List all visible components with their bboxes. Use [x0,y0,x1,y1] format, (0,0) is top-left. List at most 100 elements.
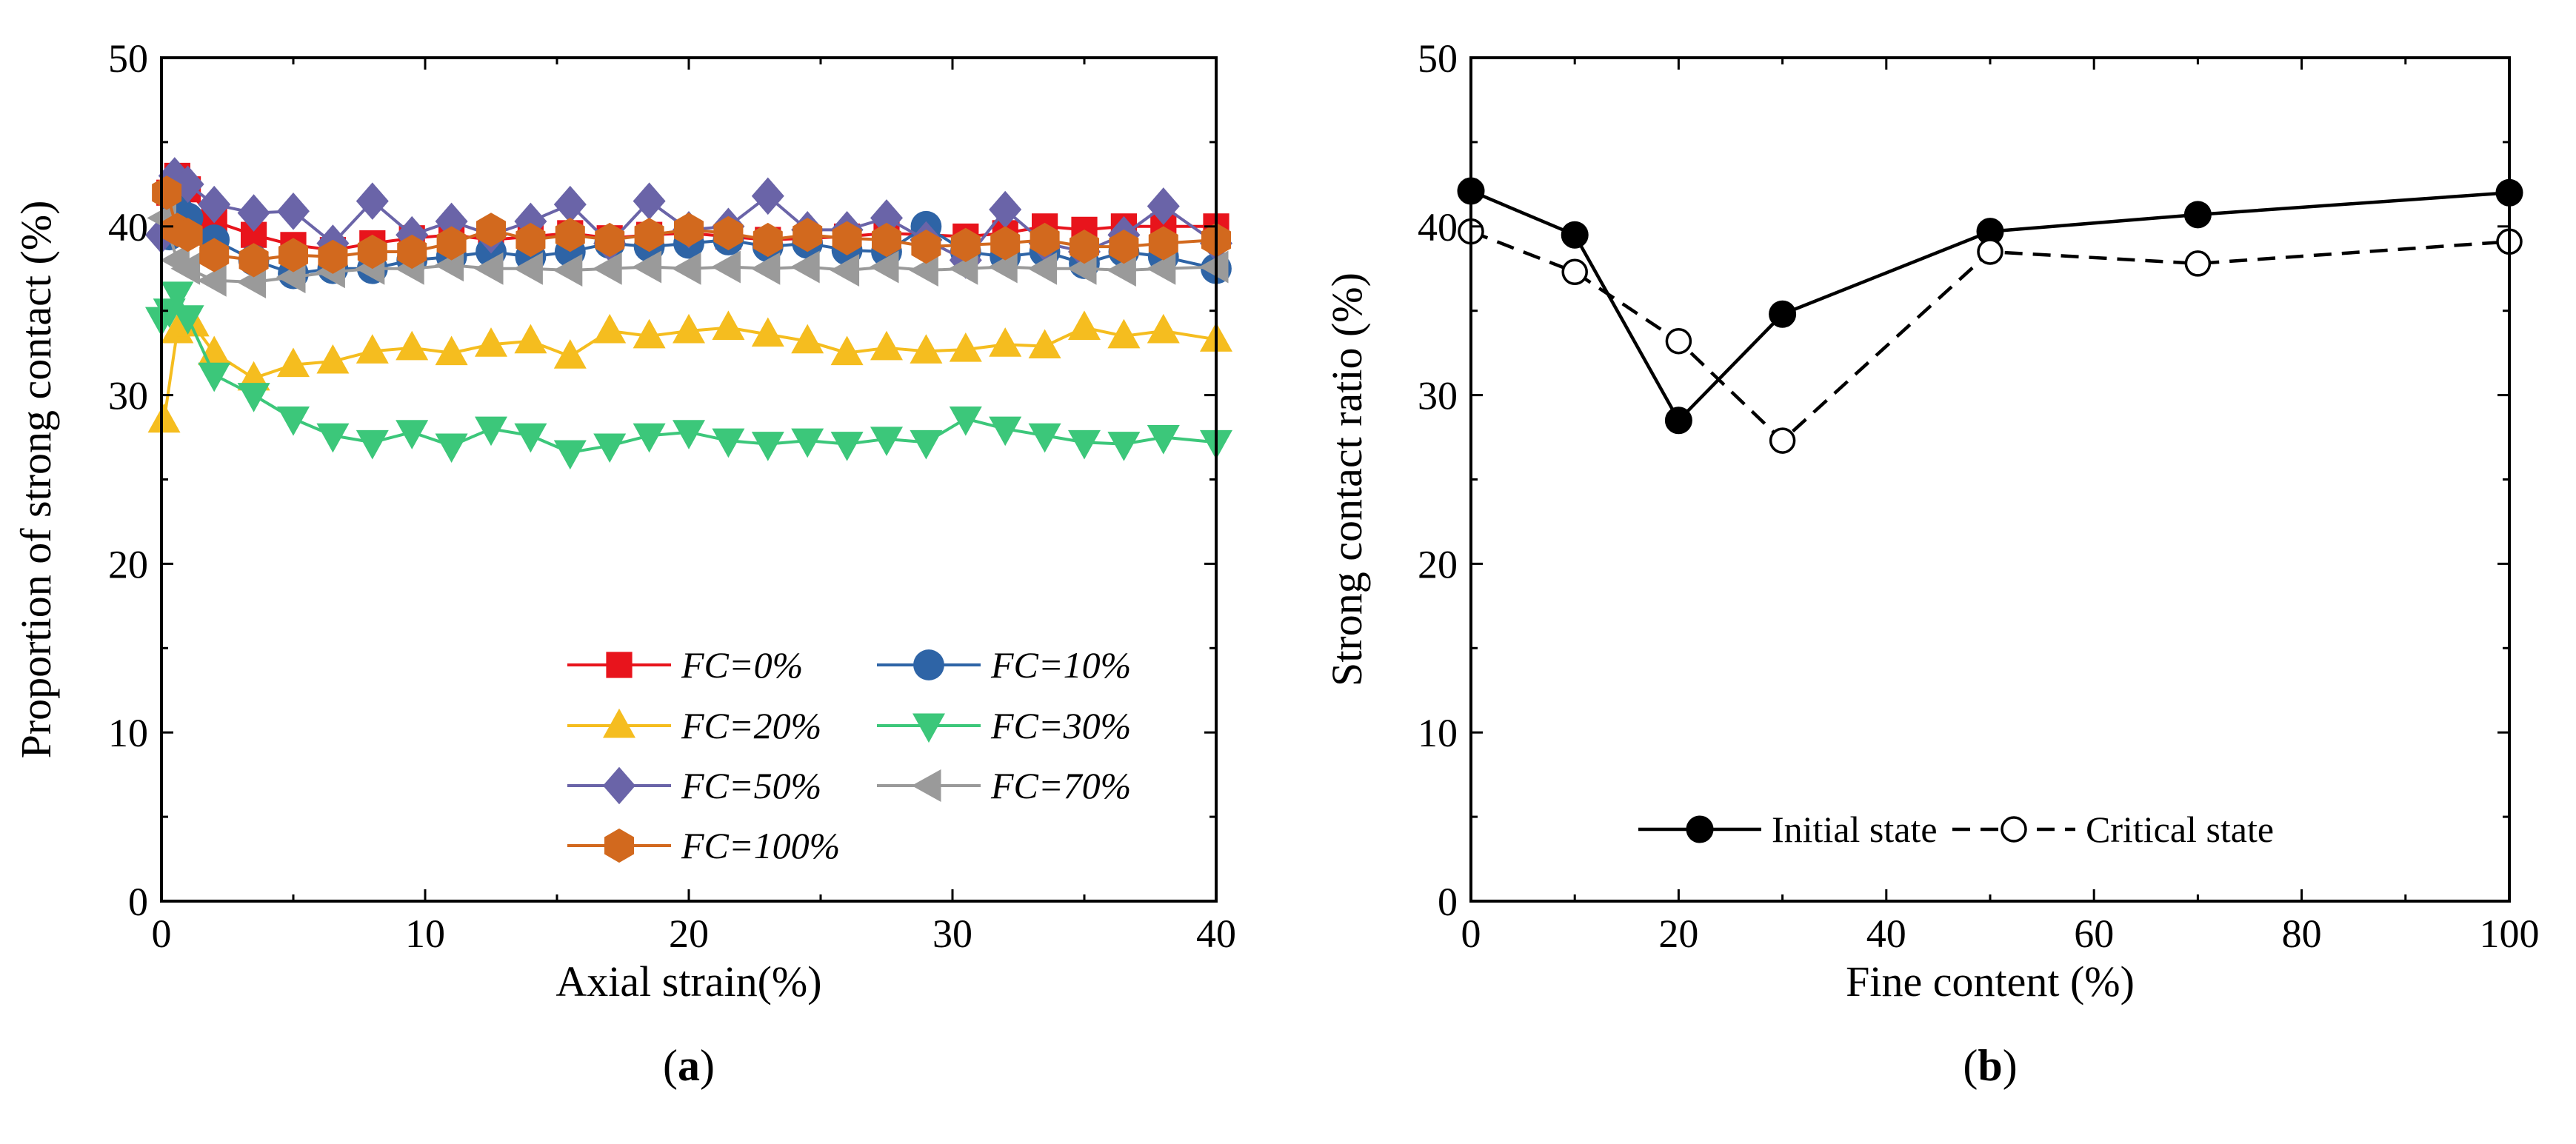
y-tick-label-a: 40 [108,205,148,250]
data-point-fc-70-a [790,250,820,284]
legend-item-fc-10-a: FC=10% [877,644,1131,686]
data-point-fc-100-a [397,234,427,270]
data-point-fc-100-a [278,238,309,272]
data-point-fc-70-a [671,252,701,285]
data-point-fc-20-a [751,317,784,347]
data-point-fc-30-a [712,428,745,458]
x-axis-title-a: Axial strain(%) [555,957,821,1006]
legend-label-fc-100-a: FC=100% [681,825,840,866]
data-point-fc-100-a [1030,222,1060,258]
data-point-critical-state-b [2184,250,2212,277]
data-point-fc-20-a [712,310,745,340]
plot-area-b [1457,177,2523,454]
panel-label-open-paren-a: ( [663,1041,678,1090]
data-point-fc-30-a [435,433,468,464]
data-point-fc-30-a [553,440,587,470]
data-point-fc-100-a [476,213,507,247]
data-point-fc-70-a [473,252,504,285]
data-point-fc-100-a [436,226,467,261]
data-point-fc-70-a [513,252,543,285]
data-point-fc-100-a [1069,230,1100,264]
data-point-fc-20-a [673,313,705,344]
data-point-fc-20-a [633,318,666,349]
data-point-fc-30-a [356,429,389,460]
series-initial-state-b [1457,177,2523,435]
y-tick-label-b: 10 [1418,711,1458,755]
legend-marker-initial-state-b [1686,815,1714,843]
data-point-fc-50-a [356,182,389,220]
data-point-fc-50-a [1147,187,1180,225]
x-tick-label-b: 0 [1461,911,1481,956]
x-tick-label-b: 100 [2480,911,2540,956]
data-point-fc-100-a [990,226,1021,261]
data-point-critical-state-b [1561,258,1588,286]
legend-label-fc-10-a: FC=10% [990,644,1131,686]
data-point-fc-20-a [910,334,943,364]
data-point-fc-30-a [870,427,903,456]
data-point-fc-20-a [593,313,627,344]
data-point-fc-70-a [170,252,201,285]
legend-item-fc-70-a: FC=70% [877,765,1131,806]
series-critical-state-b [1458,218,2523,454]
legend-item-fc-50-a: FC=50% [567,765,821,806]
data-point-fc-100-a [595,222,625,258]
data-point-initial-state-b [1664,407,1692,435]
data-point-fc-100-a [753,222,783,258]
x-tick-label-b: 20 [1658,911,1698,956]
data-point-fc-100-a [634,218,664,252]
legend-marker-fc-100-a [604,828,635,863]
data-point-initial-state-b [1561,221,1589,249]
data-point-fc-50-a [277,192,310,230]
data-point-fc-30-a [593,433,627,464]
data-point-fc-100-a [871,222,902,258]
legend-label-critical-state-b: Critical state [2086,809,2274,850]
panel-label-letter-a: a [678,1041,700,1090]
data-point-fc-70-a [830,254,860,287]
legend-label-fc-50-a: FC=50% [681,765,821,806]
y-tick-label-a: 20 [108,542,148,586]
data-point-fc-70-a [197,264,227,297]
data-point-fc-30-a [791,428,824,458]
data-point-fc-100-a [1109,230,1139,264]
panel-label-b: (b) [1963,1041,2017,1090]
chart-panel-a: 0 10 20 30 40 0 10 20 30 40 50 Axial strain(%) Pro… [12,36,1236,1090]
data-point-fc-100-a [238,243,269,278]
y-tick-label-b: 0 [1438,880,1458,924]
data-point-fc-100-a [318,239,348,274]
data-point-fc-100-a [515,222,546,258]
data-point-fc-70-a [869,250,899,284]
x-tick-label-b: 40 [1866,911,1906,956]
data-point-fc-70-a [988,250,1018,284]
data-point-fc-70-a [1146,252,1176,285]
data-point-fc-20-a [356,334,389,364]
panel-label-open-paren-b: ( [1963,1041,1978,1090]
data-point-fc-100-a [357,234,387,270]
data-point-fc-20-a [147,403,181,433]
y-tick-label-a: 50 [108,36,148,81]
data-point-fc-30-a [1068,429,1101,460]
data-point-fc-20-a [949,332,982,362]
x-axis-title-b: Fine content (%) [1846,957,2135,1006]
y-tick-label-a: 10 [108,711,148,755]
legend-marker-fc-70-a [911,769,941,802]
data-point-fc-20-a [396,330,429,361]
data-point-fc-50-a [633,182,666,220]
x-tick-label-a: 20 [669,911,709,956]
data-point-fc-20-a [870,330,903,361]
y-tick-label-b: 50 [1418,36,1458,81]
data-point-fc-100-a [950,227,981,262]
legend-item-fc-0-a: FC=0% [567,644,803,686]
data-point-fc-20-a [1147,313,1180,344]
legend-label-fc-70-a: FC=70% [990,765,1131,806]
data-point-fc-70-a [553,254,583,287]
data-point-critical-state-b [1977,238,2003,265]
data-point-fc-20-a [475,327,507,357]
data-point-fc-70-a [750,252,781,285]
legend-a: FC=0% FC=10% FC=20% FC=30% FC=50% FC=70% FC=10… [567,644,1131,866]
data-point-fc-20-a [514,324,547,354]
data-point-fc-30-a [989,416,1022,446]
data-point-fc-70-a [909,254,938,287]
legend-marker-fc-50-a [603,766,635,805]
data-point-fc-100-a [152,175,182,210]
